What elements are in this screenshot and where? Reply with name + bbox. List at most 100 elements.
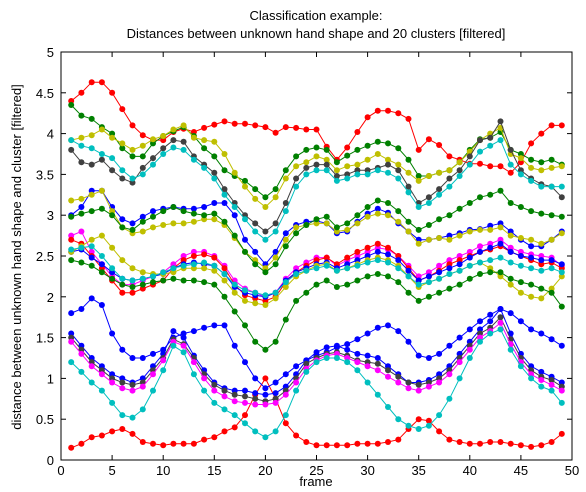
data-point bbox=[78, 204, 85, 210]
data-point bbox=[333, 355, 340, 361]
data-point bbox=[88, 145, 95, 152]
data-point bbox=[303, 126, 310, 133]
data-point bbox=[436, 275, 443, 282]
data-point bbox=[507, 232, 514, 239]
data-point bbox=[98, 261, 105, 268]
data-point bbox=[272, 399, 279, 406]
data-point bbox=[170, 342, 177, 349]
data-point bbox=[466, 346, 473, 353]
data-point bbox=[507, 169, 514, 176]
data-point bbox=[293, 175, 300, 182]
data-point bbox=[425, 279, 432, 286]
data-point bbox=[323, 156, 330, 163]
data-point bbox=[160, 208, 167, 215]
data-point bbox=[139, 164, 146, 171]
data-point bbox=[231, 387, 238, 394]
data-point bbox=[528, 281, 535, 288]
x-tick-label: 20 bbox=[258, 463, 272, 478]
data-point bbox=[507, 248, 514, 255]
data-point bbox=[88, 363, 95, 370]
data-point bbox=[313, 281, 320, 288]
data-point bbox=[272, 338, 279, 345]
data-point bbox=[201, 279, 208, 286]
data-point bbox=[415, 146, 422, 153]
data-point bbox=[313, 265, 320, 272]
data-point bbox=[395, 328, 402, 335]
data-point bbox=[507, 281, 514, 288]
data-point bbox=[558, 399, 565, 406]
data-point bbox=[109, 428, 116, 435]
data-point bbox=[262, 236, 269, 243]
data-point bbox=[333, 342, 340, 349]
data-point bbox=[354, 257, 361, 264]
data-point bbox=[415, 281, 422, 288]
data-point bbox=[88, 295, 95, 302]
data-point bbox=[558, 230, 565, 237]
data-point bbox=[313, 167, 320, 174]
data-point bbox=[313, 442, 320, 449]
data-point bbox=[425, 236, 432, 243]
data-point bbox=[497, 326, 504, 333]
data-point bbox=[242, 183, 248, 190]
data-point bbox=[180, 122, 187, 129]
series-5 bbox=[68, 137, 565, 243]
data-point bbox=[242, 236, 248, 243]
data-point bbox=[558, 194, 565, 201]
data-point bbox=[160, 357, 167, 364]
data-point bbox=[262, 302, 269, 308]
data-point bbox=[538, 159, 545, 166]
data-point bbox=[150, 161, 156, 168]
data-point bbox=[436, 269, 443, 276]
data-point bbox=[354, 161, 361, 168]
data-point bbox=[558, 183, 565, 190]
data-point bbox=[139, 171, 146, 178]
data-point bbox=[150, 213, 156, 220]
data-point bbox=[201, 164, 208, 171]
data-point bbox=[507, 346, 514, 353]
data-point bbox=[477, 271, 483, 277]
data-point bbox=[221, 322, 228, 329]
data-point bbox=[109, 269, 116, 276]
y-tick-label: 2.5 bbox=[36, 249, 54, 264]
data-point bbox=[354, 262, 361, 269]
data-point bbox=[395, 175, 402, 182]
data-point bbox=[119, 167, 126, 174]
data-point bbox=[395, 208, 402, 215]
data-point bbox=[456, 253, 463, 259]
data-point bbox=[242, 120, 248, 127]
data-point bbox=[78, 195, 85, 202]
data-point bbox=[221, 151, 228, 157]
y-axis-label: distance between unknown hand shape and … bbox=[9, 84, 24, 429]
data-point bbox=[477, 137, 483, 144]
data-point bbox=[313, 161, 320, 168]
data-point bbox=[364, 213, 371, 220]
data-point bbox=[425, 355, 432, 361]
data-point bbox=[282, 208, 289, 215]
data-point bbox=[231, 204, 238, 210]
data-point bbox=[211, 175, 218, 182]
data-point bbox=[517, 253, 524, 259]
data-point bbox=[272, 261, 279, 268]
data-point bbox=[374, 391, 381, 398]
data-point bbox=[558, 269, 565, 276]
data-point bbox=[517, 262, 524, 269]
data-point bbox=[456, 281, 463, 288]
data-point bbox=[252, 195, 259, 202]
data-point bbox=[221, 200, 228, 206]
data-point bbox=[88, 243, 95, 250]
data-point bbox=[272, 289, 279, 296]
data-point bbox=[282, 175, 289, 182]
data-point bbox=[477, 318, 483, 325]
data-point bbox=[88, 115, 95, 122]
data-point bbox=[88, 254, 95, 261]
data-point bbox=[68, 334, 75, 341]
data-point bbox=[374, 324, 381, 331]
data-point bbox=[190, 328, 197, 335]
data-point bbox=[78, 142, 85, 149]
chart-title: Classification example: bbox=[250, 8, 383, 23]
data-point bbox=[119, 140, 126, 147]
data-point bbox=[293, 379, 300, 386]
data-point bbox=[88, 187, 95, 194]
data-point bbox=[221, 265, 228, 272]
data-point bbox=[374, 248, 381, 255]
